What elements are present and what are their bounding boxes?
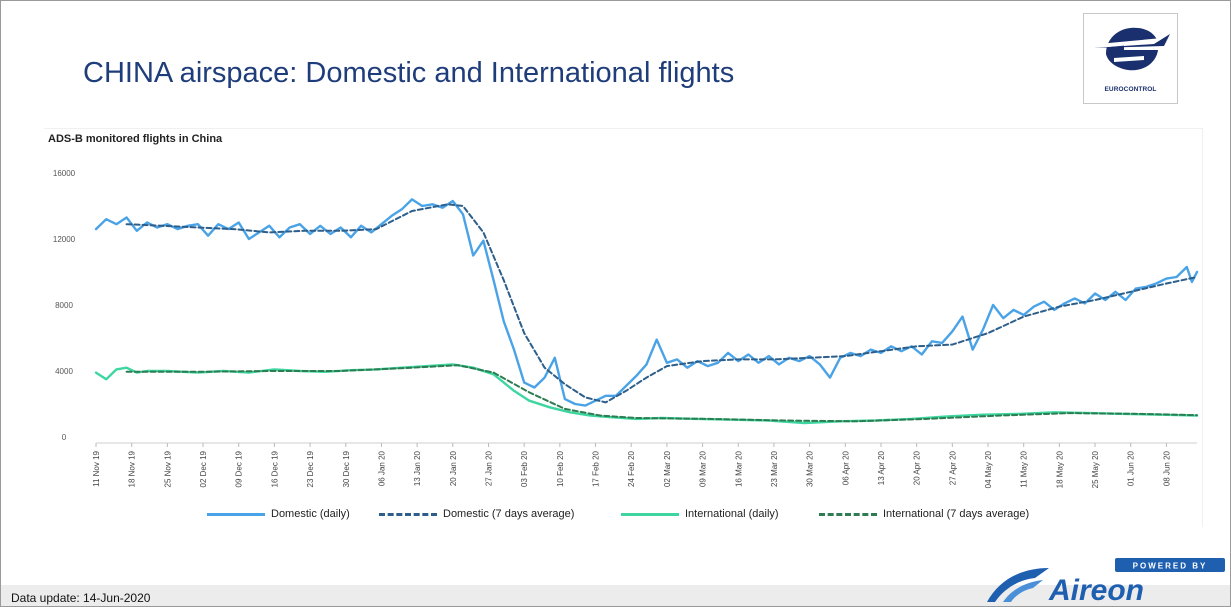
chart-legend: Domestic (daily) Domestic (7 days averag… xyxy=(1,504,1230,524)
legend-domestic-daily: Domestic (daily) xyxy=(207,504,350,524)
legend-swatch-international-avg xyxy=(819,512,877,516)
x-tick-label: 16 Dec 19 xyxy=(270,450,279,487)
series-international-avg xyxy=(125,364,1198,423)
x-tick-label: 17 Feb 20 xyxy=(592,450,601,487)
x-tick-label: 18 Nov 19 xyxy=(128,450,137,487)
legend-label-international-avg: International (7 days average) xyxy=(883,508,1030,520)
x-tick-label: 24 Feb 20 xyxy=(627,450,636,487)
x-tick-label: 10 Feb 20 xyxy=(556,450,565,487)
x-tick-label: 09 Dec 19 xyxy=(235,450,244,487)
series-international-daily xyxy=(94,363,1199,425)
x-tick-label: 08 Jun 20 xyxy=(1162,450,1171,486)
aireon-logo: POWERED BY Aireon xyxy=(987,558,1225,606)
legend-label-domestic-avg: Domestic (7 days average) xyxy=(443,508,575,520)
x-tick-label: 02 Dec 19 xyxy=(199,450,208,487)
series-domestic-avg xyxy=(125,203,1198,404)
x-tick-label: 13 Apr 20 xyxy=(877,450,886,485)
x-tick-label: 02 Mar 20 xyxy=(663,450,672,487)
aireon-powered-badge xyxy=(1115,558,1225,572)
chart-frame xyxy=(44,128,1203,527)
x-tick-label: 23 Dec 19 xyxy=(306,450,315,487)
x-tick-label: 11 May 20 xyxy=(1020,450,1029,487)
x-tick-label: 30 Mar 20 xyxy=(806,450,815,487)
x-tick-label: 20 Apr 20 xyxy=(913,450,922,485)
x-tick-label: 23 Mar 20 xyxy=(770,450,779,487)
x-tick-label: 03 Feb 20 xyxy=(520,450,529,487)
y-tick-label: 0 xyxy=(62,433,67,442)
x-tick-label: 11 Nov 19 xyxy=(92,450,101,486)
aireon-powered-text: POWERED BY xyxy=(1133,562,1208,571)
legend-swatch-domestic-avg xyxy=(379,512,437,516)
y-tick-label: 8000 xyxy=(55,301,73,310)
x-tick-label: 09 Mar 20 xyxy=(699,450,708,487)
legend-swatch-domestic-daily xyxy=(207,512,265,516)
aireon-wordmark: Aireon xyxy=(1048,574,1144,606)
x-tick-label: 04 May 20 xyxy=(984,450,993,488)
legend-domestic-avg: Domestic (7 days average) xyxy=(379,504,574,524)
chart-title: ADS-B monitored flights in China xyxy=(48,133,223,145)
x-tick-label: 06 Apr 20 xyxy=(841,450,850,485)
y-tick-label: 16000 xyxy=(53,169,76,178)
eurocontrol-logo: EUROCONTROL xyxy=(1083,13,1178,104)
page-title: CHINA airspace: Domestic and Internation… xyxy=(83,57,735,89)
series-domestic-daily xyxy=(94,198,1199,407)
x-tick-label: 06 Jan 20 xyxy=(377,450,386,486)
aireon-swoosh-icon xyxy=(987,568,1049,602)
x-tick-label: 27 Jan 20 xyxy=(484,450,493,486)
x-tick-label: 13 Jan 20 xyxy=(413,450,422,486)
legend-international-avg: International (7 days average) xyxy=(819,504,1029,524)
x-tick-label: 27 Apr 20 xyxy=(948,450,957,485)
x-tick-label: 01 Jun 20 xyxy=(1127,450,1136,486)
y-tick-label: 4000 xyxy=(55,367,73,376)
y-tick-label: 12000 xyxy=(53,235,76,244)
legend-swatch-international-daily xyxy=(621,512,679,516)
x-tick-label: 25 May 20 xyxy=(1091,450,1100,488)
x-tick-label: 30 Dec 19 xyxy=(342,450,351,487)
x-tick-label: 18 May 20 xyxy=(1055,450,1064,488)
x-tick-label: 16 Mar 20 xyxy=(734,450,743,487)
data-update-text: Data update: 14-Jun-2020 xyxy=(11,591,151,605)
legend-label-domestic-daily: Domestic (daily) xyxy=(271,508,350,520)
footer-bar xyxy=(1,585,1230,606)
x-tick-label: 25 Nov 19 xyxy=(163,450,172,487)
legend-label-international-daily: International (daily) xyxy=(685,508,779,520)
line-chart: 0 4000 8000 12000 16000 11 Nov 19 18 Nov 19 25 … xyxy=(53,169,1199,488)
eurocontrol-logo-text: EUROCONTROL xyxy=(1104,86,1157,93)
legend-international-daily: International (daily) xyxy=(621,504,779,524)
eurocontrol-emblem-icon xyxy=(1094,27,1170,71)
x-tick-label: 20 Jan 20 xyxy=(449,450,458,486)
